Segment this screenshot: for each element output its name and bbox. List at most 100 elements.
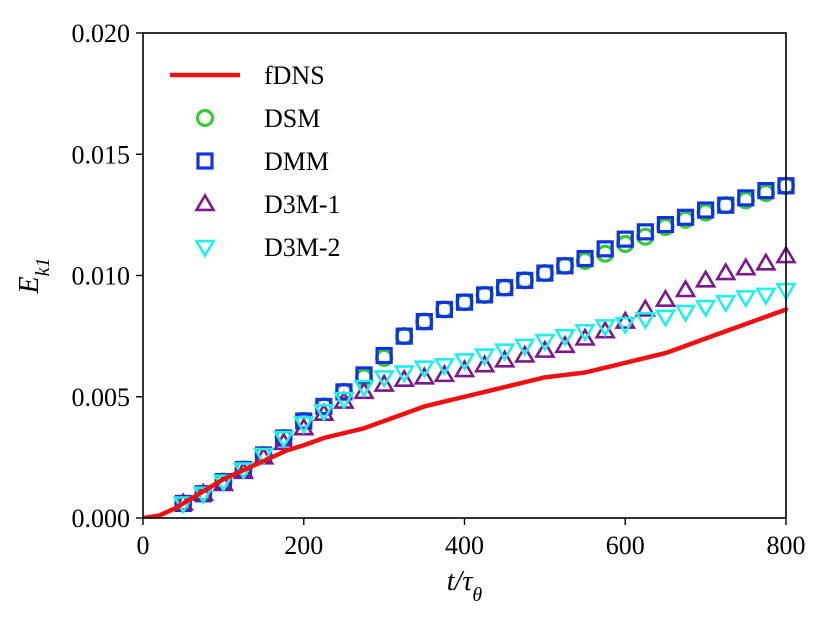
- data-point: [534, 339, 556, 358]
- series-fdns-line: [143, 307, 789, 518]
- data-point: [735, 290, 757, 309]
- data-point: [554, 328, 576, 348]
- legend-label: D3M-2: [264, 233, 341, 262]
- data-point: [335, 383, 353, 401]
- data-point: [656, 215, 675, 234]
- data-point: [272, 430, 295, 450]
- legend-swatch: [194, 192, 216, 212]
- data-point: [755, 252, 777, 271]
- data-point: [757, 182, 775, 200]
- data-point: [674, 278, 697, 298]
- y-tick-label: 0.010: [72, 262, 131, 291]
- data-point: [534, 333, 556, 353]
- data-point: [714, 294, 737, 314]
- data-point: [415, 312, 434, 331]
- data-point: [473, 348, 496, 367]
- data-point: [634, 298, 657, 317]
- data-point: [676, 208, 695, 226]
- data-point: [737, 189, 755, 207]
- data-point: [516, 271, 534, 289]
- data-point: [292, 416, 315, 435]
- data-point: [574, 327, 596, 346]
- legend-swatch: [196, 152, 214, 170]
- data-point: [393, 365, 415, 384]
- data-point: [433, 363, 456, 383]
- y-tick-label: 0.020: [72, 19, 131, 48]
- data-point: [636, 227, 655, 246]
- data-point: [514, 344, 536, 363]
- y-tick-label: 0.015: [72, 140, 131, 169]
- data-point: [535, 263, 554, 283]
- data-point: [455, 293, 474, 311]
- data-point: [674, 304, 697, 323]
- data-point: [455, 293, 474, 312]
- data-point: [375, 346, 393, 365]
- x-tick-label: 600: [606, 531, 645, 560]
- data-point: [413, 360, 436, 379]
- series-layer: [143, 176, 797, 518]
- data-point: [694, 269, 717, 288]
- data-point: [313, 404, 335, 423]
- data-point: [634, 311, 657, 331]
- data-point: [333, 391, 355, 411]
- data-point: [473, 354, 496, 373]
- legend-swatch: [194, 239, 216, 259]
- data-point: [697, 201, 715, 219]
- data-point: [536, 264, 554, 282]
- x-tick-label: 800: [767, 531, 806, 560]
- data-point: [515, 271, 534, 290]
- data-point: [413, 366, 436, 385]
- legend-label: DSM: [264, 104, 320, 133]
- data-point: [415, 312, 433, 331]
- data-point: [433, 357, 456, 377]
- data-point: [594, 319, 616, 338]
- data-point: [395, 327, 413, 345]
- data-point: [496, 279, 514, 297]
- x-tick-label: 200: [284, 531, 323, 560]
- data-point: [717, 196, 735, 214]
- data-point: [435, 300, 454, 319]
- data-point: [614, 310, 637, 329]
- y-tick-label: 0.005: [72, 383, 131, 412]
- legend-item-dsm: DSM: [195, 104, 320, 133]
- y-axis-label: Ek1: [14, 258, 54, 295]
- data-point: [636, 223, 654, 241]
- data-point: [716, 196, 735, 215]
- legend-label: DMM: [264, 147, 329, 176]
- data-point: [435, 300, 454, 319]
- legend-item-d3m-1: D3M-1: [194, 190, 341, 219]
- data-point: [493, 343, 516, 362]
- data-point: [596, 244, 615, 263]
- data-point: [554, 334, 576, 354]
- data-point: [596, 240, 614, 258]
- legend-label: D3M-1: [264, 190, 341, 219]
- data-point: [373, 373, 395, 392]
- data-point: [475, 285, 494, 304]
- data-point: [453, 359, 476, 378]
- series-d3m-2: [172, 282, 797, 515]
- y-tick-label: 0.000: [72, 504, 131, 533]
- data-point: [614, 316, 637, 336]
- x-tick-label: 0: [137, 531, 150, 560]
- legend-swatch: [195, 108, 215, 128]
- data-point: [395, 327, 414, 346]
- data-point: [574, 324, 596, 343]
- legend-item-fdns: fDNS: [170, 61, 325, 90]
- plot-frame: [142, 32, 787, 519]
- data-point: [495, 278, 514, 297]
- data-point: [514, 338, 536, 357]
- data-point: [654, 288, 677, 308]
- data-point: [616, 234, 635, 254]
- data-point: [252, 447, 275, 467]
- data-point: [353, 379, 375, 399]
- data-point: [393, 368, 415, 388]
- data-point: [654, 309, 677, 328]
- legend-label: fDNS: [264, 61, 325, 90]
- data-point: [755, 287, 777, 306]
- data-point: [373, 370, 395, 389]
- data-point: [475, 286, 494, 304]
- data-point: [714, 262, 737, 281]
- x-tick-label: 400: [445, 531, 484, 560]
- legend-item-d3m-2: D3M-2: [194, 233, 341, 262]
- x-axis-label: t/τθ: [447, 566, 483, 606]
